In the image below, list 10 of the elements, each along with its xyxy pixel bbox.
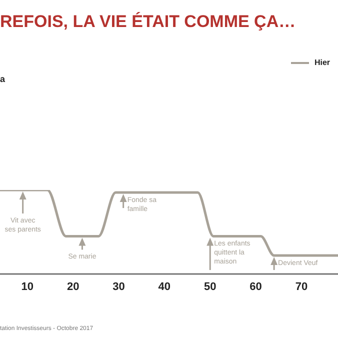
x-tick-label: 50 [204, 280, 216, 293]
legend-label: Hier [314, 58, 330, 67]
chart-title: REFOIS, LA VIE ÉTAIT COMME ÇA… [0, 12, 296, 32]
x-tick-label: 30 [112, 280, 125, 293]
x-tick-label: 60 [250, 280, 262, 293]
x-tick-label: 70 [295, 280, 308, 293]
text: a [0, 74, 6, 84]
x-tick-label: 40 [158, 280, 171, 293]
x-tick-label: 20 [66, 280, 80, 293]
x-tick-label: 10 [21, 280, 34, 293]
